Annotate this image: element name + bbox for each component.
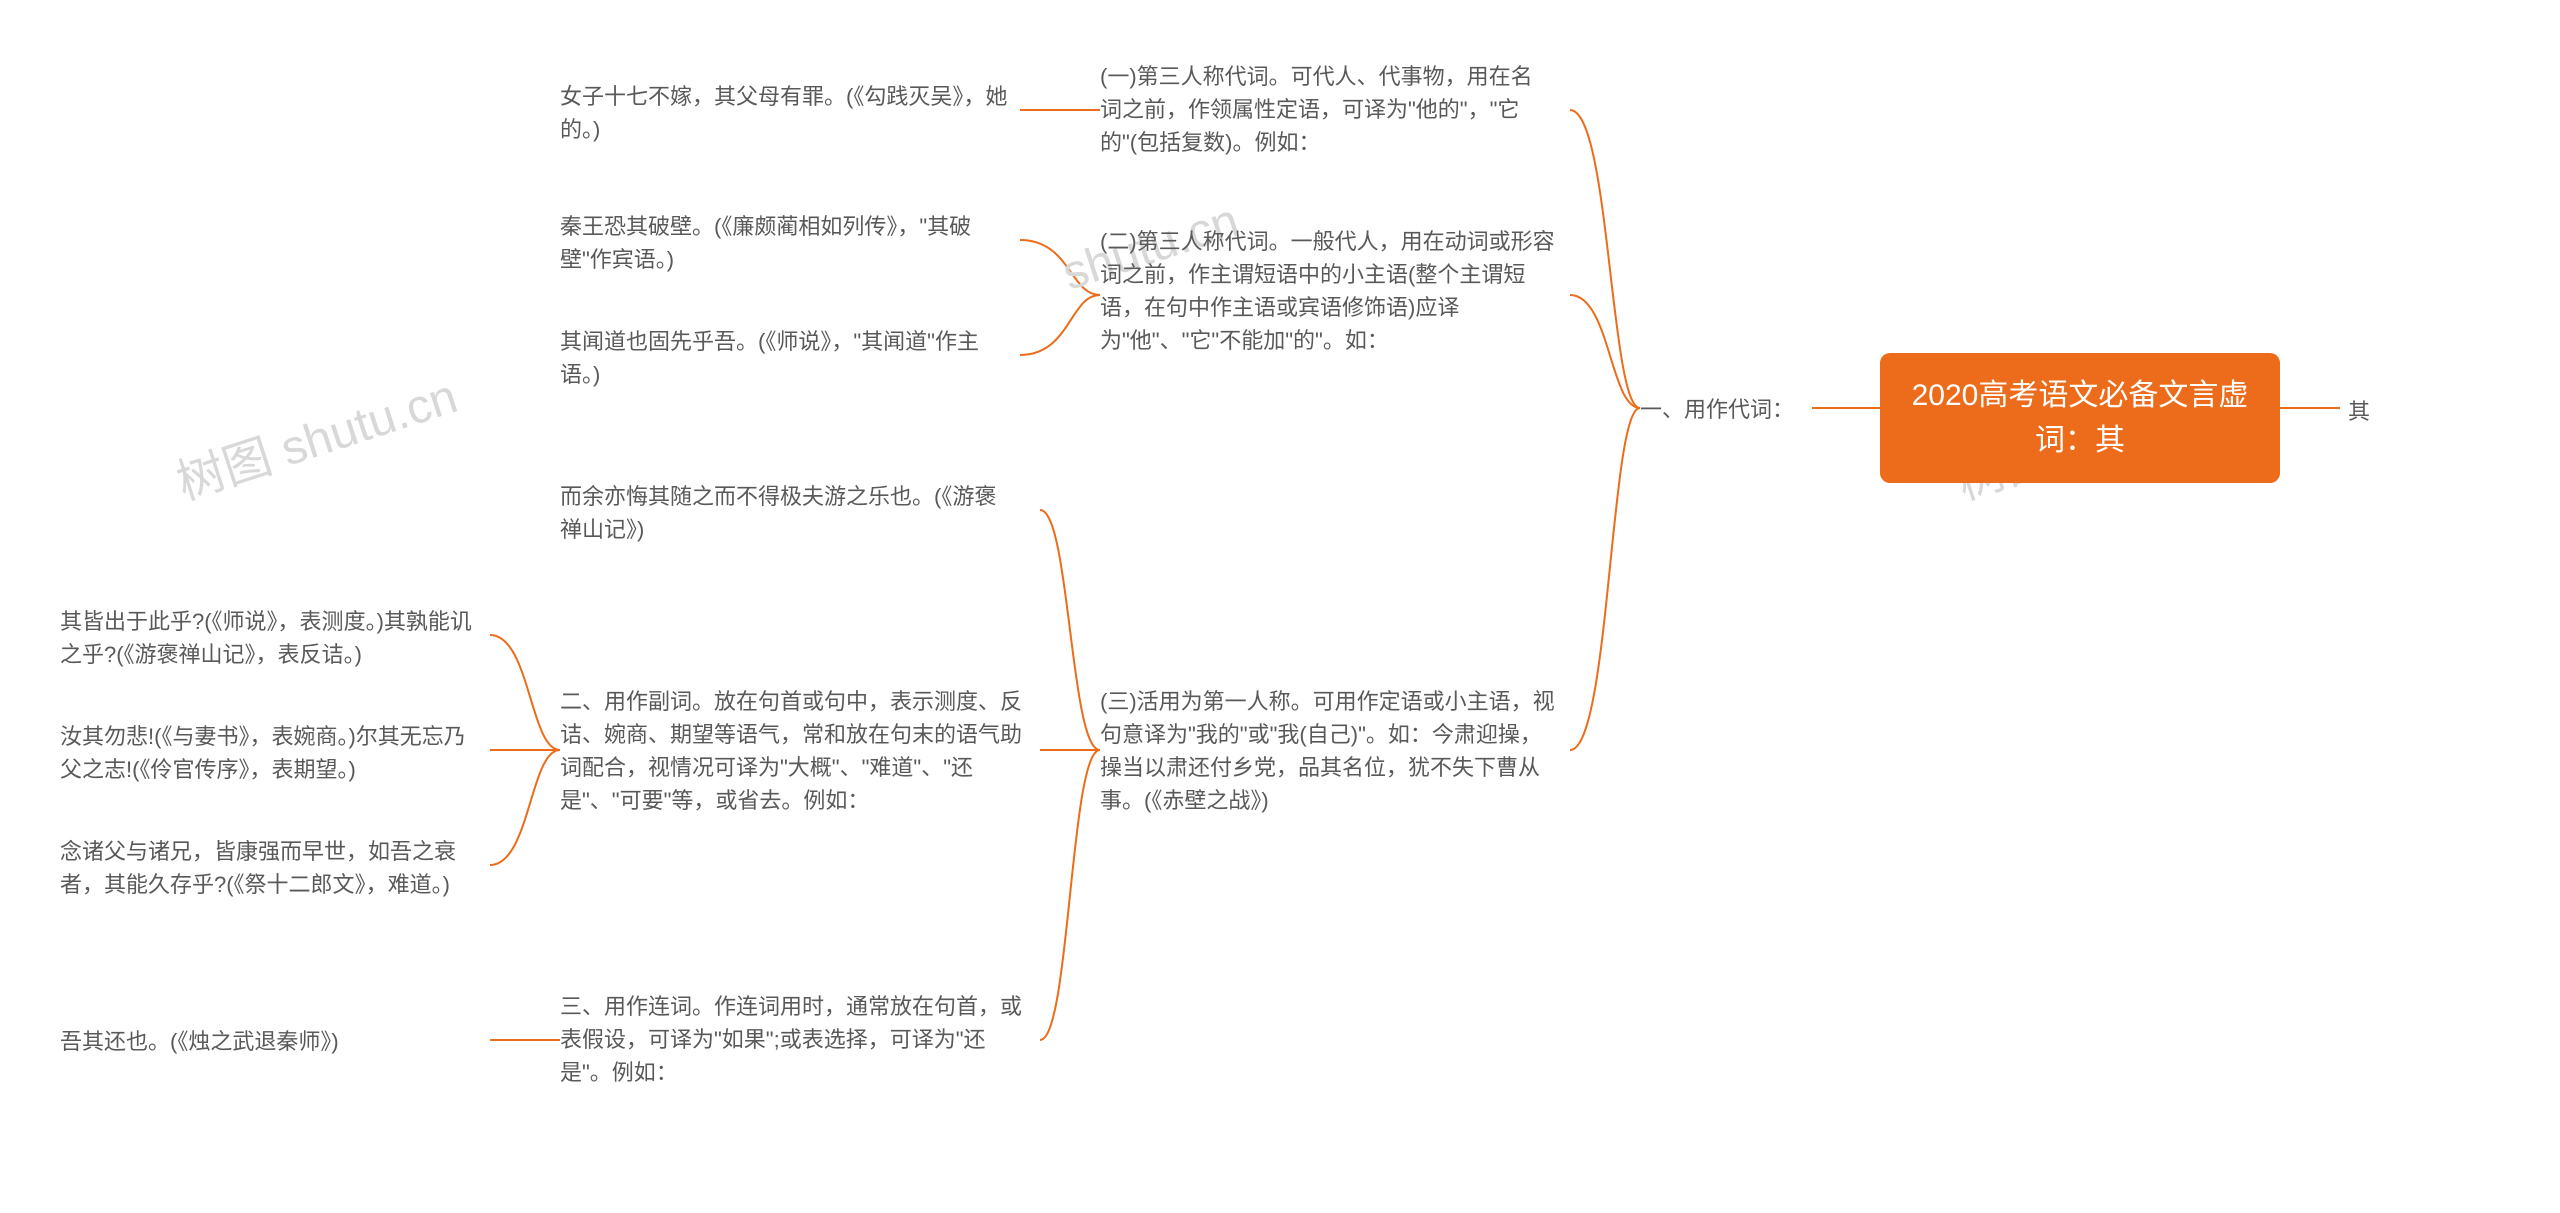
sub3-text: (三)活用为第一人称。可用作定语或小主语，视句意译为"我的"或"我(自己)"。如… xyxy=(1100,685,1560,817)
sub1-text: (一)第三人称代词。可代人、代事物，用在名词之前，作领属性定语，可译为"他的"，… xyxy=(1100,60,1540,159)
root-line1: 2020高考语文必备文言虚 xyxy=(1912,379,2249,412)
sub1-leaf1: 女子十七不嫁，其父母有罪。(《勾践灭吴》，她的。) xyxy=(560,80,1010,146)
sub2-leaf1: 秦王恐其破壁。(《廉颇蔺相如列传》，"其破壁"作宾语。) xyxy=(560,210,1010,276)
branch2-leaf1: 其皆出于此乎?(《师说》，表测度。)其孰能讥之乎?(《游褒禅山记》，表反诘。) xyxy=(60,605,480,671)
right-leaf: 其 xyxy=(2348,395,2370,428)
branch3-leaf1: 吾其还也。(《烛之武退秦师》) xyxy=(60,1025,480,1058)
branch2-leaf3: 念诸父与诸兄，皆康强而早世，如吾之衰者，其能久存乎?(《祭十二郎文》，难道。) xyxy=(60,835,480,901)
sub2-leaf2: 其闻道也固先乎吾。(《师说》，"其闻道"作主语。) xyxy=(560,325,1010,391)
root-node: 2020高考语文必备文言虚 词：其 xyxy=(1880,353,2280,483)
branch3-text: 三、用作连词。作连词用时，通常放在句首，或表假设，可译为"如果";或表选择，可译… xyxy=(560,990,1030,1089)
branch2-text: 二、用作副词。放在句首或句中，表示测度、反诘、婉商、期望等语气，常和放在句末的语… xyxy=(560,685,1030,817)
branch2-leaf2: 汝其勿悲!(《与妻书》，表婉商。)尔其无忘乃父之志!(《伶官传序》，表期望。) xyxy=(60,720,480,786)
branch1-label: 一、用作代词： xyxy=(1640,393,1810,426)
sub2-text: (二)第三人称代词。一般代人，用在动词或形容词之前，作主谓短语中的小主语(整个主… xyxy=(1100,225,1560,357)
root-line2: 词：其 xyxy=(2035,424,2125,457)
sub3-leaf-top: 而余亦悔其随之而不得极夫游之乐也。(《游褒禅山记》) xyxy=(560,480,1010,546)
